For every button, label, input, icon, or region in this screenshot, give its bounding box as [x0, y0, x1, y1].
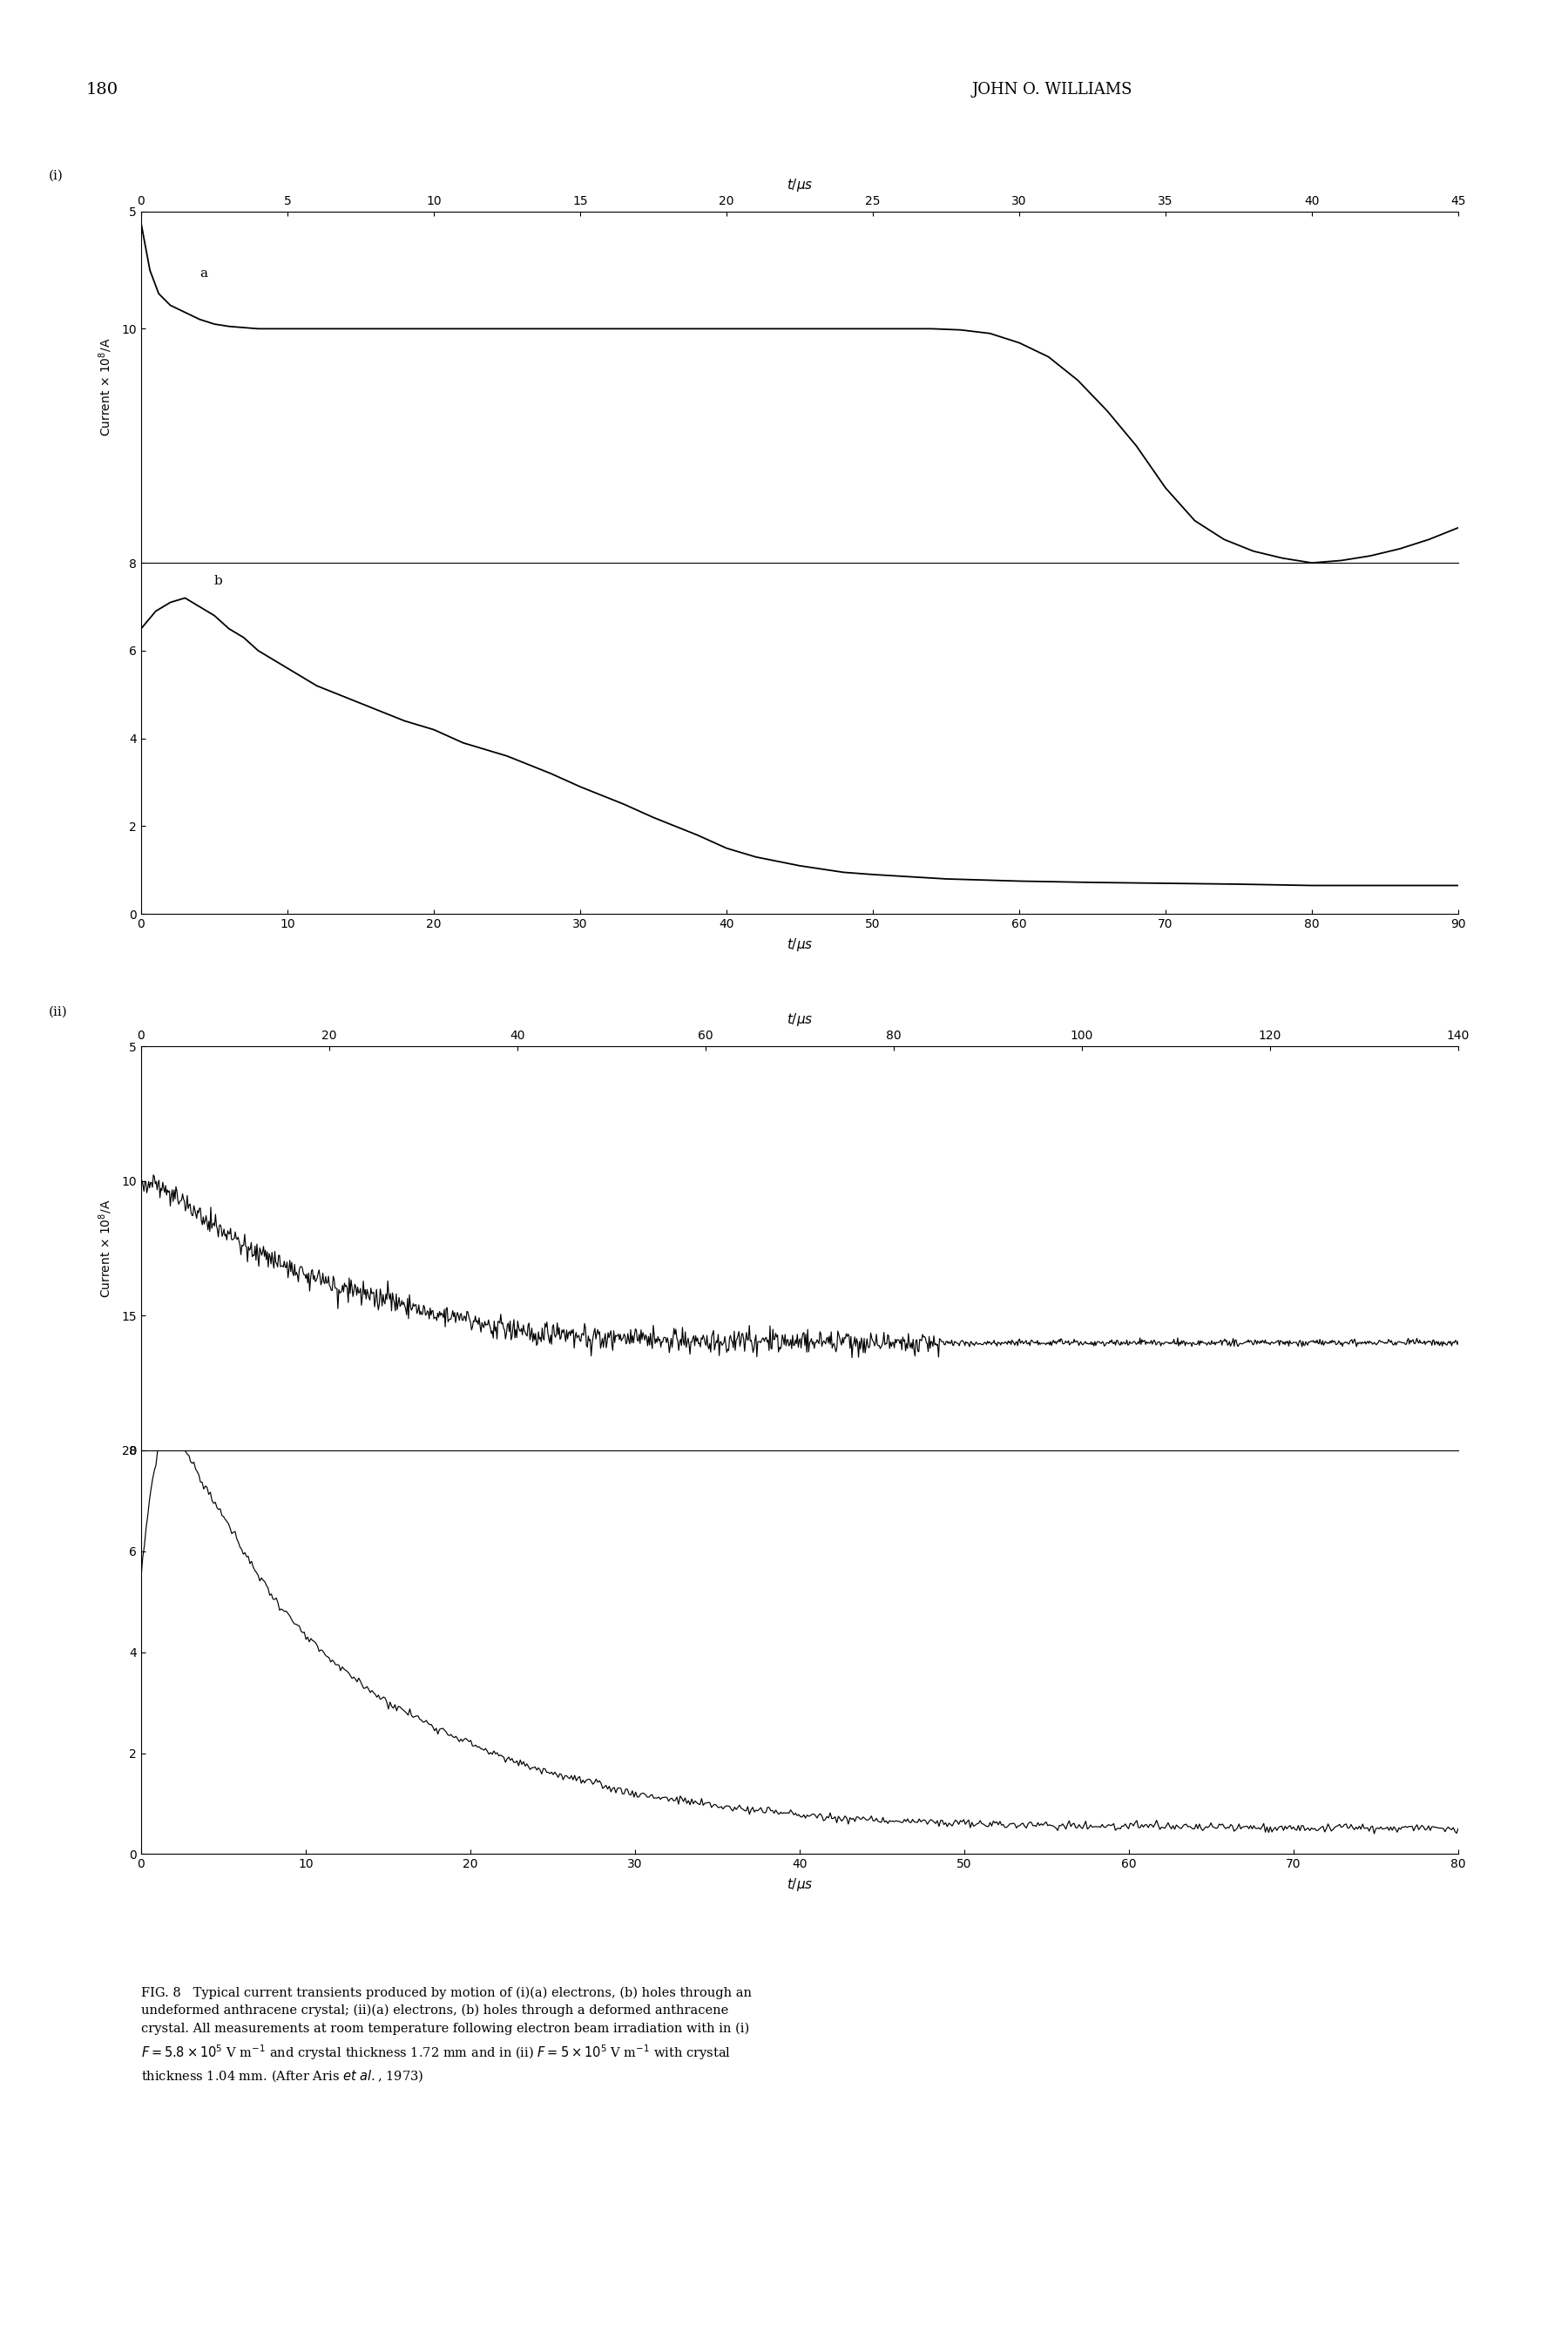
- Text: b: b: [215, 576, 223, 588]
- Text: (i): (i): [49, 169, 64, 181]
- Y-axis label: Current $\times$ 10$^8$/A: Current $\times$ 10$^8$/A: [97, 339, 114, 437]
- Text: JOHN O. WILLIAMS: JOHN O. WILLIAMS: [972, 82, 1132, 99]
- X-axis label: $t/\mu s$: $t/\mu s$: [787, 1877, 812, 1893]
- Text: 180: 180: [86, 82, 119, 99]
- Text: a: a: [199, 268, 207, 280]
- X-axis label: $t/\mu s$: $t/\mu s$: [787, 1011, 812, 1028]
- Y-axis label: Current $\times$ 10$^8$/A: Current $\times$ 10$^8$/A: [97, 1200, 114, 1298]
- Text: (ii): (ii): [49, 1007, 67, 1018]
- X-axis label: $t/\mu s$: $t/\mu s$: [787, 176, 812, 193]
- Text: FIG. 8   Typical current transients produced by motion of (i)(a) electrons, (b) : FIG. 8 Typical current transients produc…: [141, 1987, 751, 2084]
- X-axis label: $t/\mu s$: $t/\mu s$: [787, 936, 812, 953]
